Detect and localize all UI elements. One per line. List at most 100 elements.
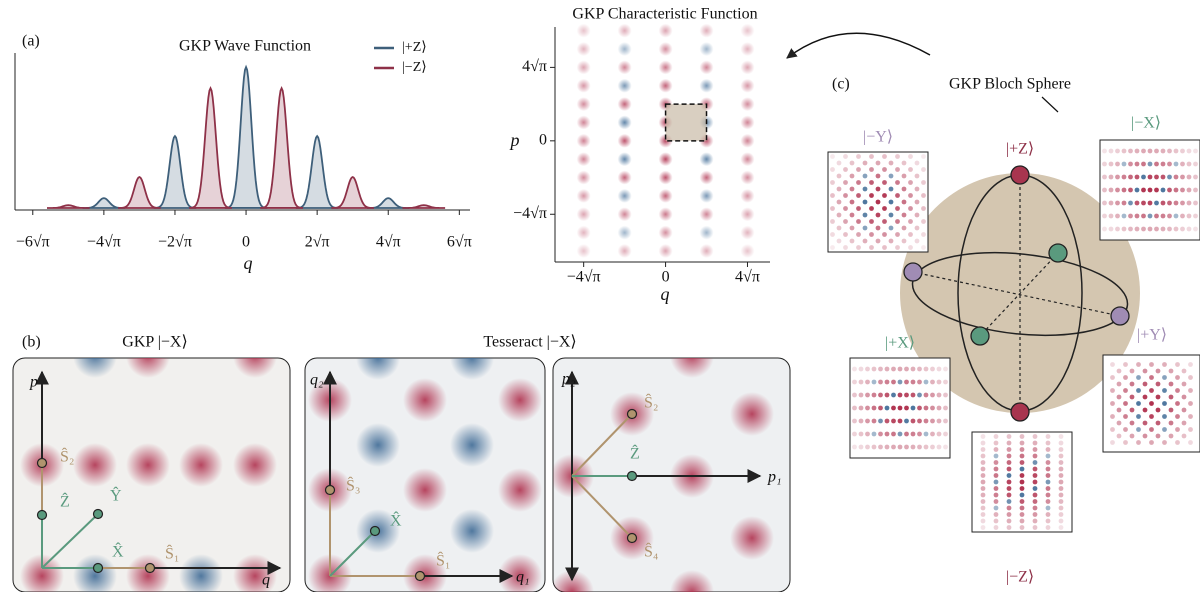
- panel-label: (c): [832, 76, 850, 93]
- inset-dot: [1135, 227, 1140, 232]
- inset-dot: [830, 154, 835, 159]
- inset-dot: [1109, 227, 1114, 232]
- inset-dot: [1033, 473, 1038, 478]
- inset-dot: [863, 239, 868, 244]
- inset-dot: [1154, 227, 1159, 232]
- blob: [730, 516, 774, 560]
- inset-dot: [981, 434, 986, 439]
- inset-dot: [908, 206, 913, 211]
- inset-dot: [1007, 441, 1012, 446]
- inset-dot: [830, 206, 835, 211]
- inset-dot: [1109, 162, 1114, 167]
- inset-dot: [1175, 362, 1180, 367]
- inset-dot: [908, 219, 913, 224]
- heat-dot: [659, 24, 673, 38]
- inset-dot: [1193, 201, 1198, 206]
- heat-dot: [618, 134, 632, 148]
- inset-dot: [937, 419, 942, 424]
- inset-dot: [908, 232, 913, 237]
- inset-dot: [1033, 506, 1038, 511]
- inset-dot: [1193, 149, 1198, 154]
- inset-dot: [1135, 162, 1140, 167]
- pointer-arrow: [787, 33, 930, 58]
- inset-dot: [902, 174, 907, 179]
- heat-dot: [618, 115, 632, 129]
- peak: [83, 198, 126, 208]
- inset-dot: [869, 154, 874, 159]
- inset-dot: [994, 454, 999, 459]
- heat-dot: [740, 42, 754, 56]
- inset-dot: [1162, 414, 1167, 419]
- inset-dot: [852, 367, 857, 372]
- inset-dot: [1102, 162, 1107, 167]
- blob: [670, 334, 714, 378]
- inset-dot: [1180, 162, 1185, 167]
- inset-dot: [898, 393, 903, 398]
- x-tick-label: −4√π: [87, 234, 121, 251]
- inset-dot: [1135, 214, 1140, 219]
- inset-dot: [1130, 408, 1135, 413]
- inset-dot: [908, 154, 913, 159]
- inset-dot: [876, 174, 881, 179]
- heat-dot: [740, 97, 754, 111]
- inset-dot: [859, 367, 864, 372]
- inset-dot: [1149, 401, 1154, 406]
- node: [38, 459, 47, 468]
- inset-dot: [904, 419, 909, 424]
- inset-dot: [1167, 201, 1172, 206]
- axis-label: p₁: [767, 469, 782, 486]
- inset-dot: [1117, 369, 1122, 374]
- inset-dot: [981, 460, 986, 465]
- inset-dot: [1141, 175, 1146, 180]
- inset-dot: [1188, 401, 1193, 406]
- inset-dot: [872, 432, 877, 437]
- inset-dot: [1117, 395, 1122, 400]
- inset-dot: [1188, 427, 1193, 432]
- inset-dot: [1149, 427, 1154, 432]
- inset-dot: [915, 200, 920, 205]
- inset-dot: [1115, 162, 1120, 167]
- heat-dot: [618, 97, 632, 111]
- inset-dot: [882, 206, 887, 211]
- inset-dot: [889, 161, 894, 166]
- state-node: [1049, 244, 1067, 262]
- inset-dot: [1136, 440, 1141, 445]
- blob: [450, 509, 494, 553]
- inset-dot: [1180, 201, 1185, 206]
- inset-dot: [1117, 421, 1122, 426]
- peak: [47, 205, 90, 208]
- highlight-cell: [666, 104, 707, 141]
- state-node: [1011, 403, 1029, 421]
- node: [146, 564, 155, 573]
- peak: [154, 136, 197, 208]
- inset-dot: [943, 393, 948, 398]
- inset-dot: [1154, 175, 1159, 180]
- inset-dot: [1169, 369, 1174, 374]
- heat-dot: [659, 207, 673, 221]
- heat-dot: [740, 189, 754, 203]
- inset-dot: [1187, 149, 1192, 154]
- inset-dot: [994, 441, 999, 446]
- inset-dot: [898, 445, 903, 450]
- heat-dot: [577, 189, 591, 203]
- inset-dot: [1123, 427, 1128, 432]
- inset-dot: [1059, 512, 1064, 517]
- inset-dot: [1110, 440, 1115, 445]
- inset-dot: [1156, 395, 1161, 400]
- inset-dot: [1175, 427, 1180, 432]
- inset-dot: [1136, 388, 1141, 393]
- vector-label: Ẑ: [60, 492, 70, 511]
- inset-dot: [837, 239, 842, 244]
- inset-dot: [1122, 201, 1127, 206]
- inset-dot: [1122, 188, 1127, 193]
- inset-dot: [895, 180, 900, 185]
- heat-dot: [618, 152, 632, 166]
- inset-dot: [1115, 227, 1120, 232]
- inset-dot: [1180, 227, 1185, 232]
- inset-dot: [1033, 467, 1038, 472]
- inset-dot: [1187, 201, 1192, 206]
- inset-dot: [1162, 375, 1167, 380]
- chart-title: GKP Characteristic Function: [572, 6, 757, 23]
- inset-dot: [911, 432, 916, 437]
- node: [628, 410, 637, 419]
